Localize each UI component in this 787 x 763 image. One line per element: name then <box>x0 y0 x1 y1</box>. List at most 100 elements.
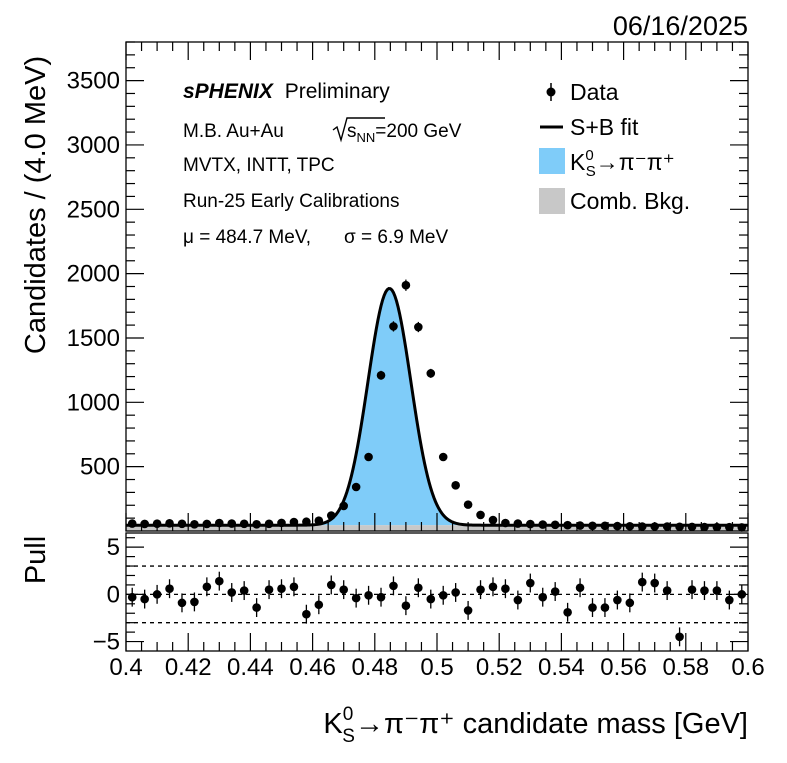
pull-point <box>513 590 523 610</box>
data-point <box>364 452 373 462</box>
annotation-sigma: σ = 6.9 MeV <box>344 227 448 248</box>
pull-point-marker <box>662 586 672 595</box>
pull-point-marker <box>339 585 349 594</box>
annotation-calibration: Run-25 Early Calibrations <box>183 191 400 212</box>
xtick-label: 0.42 <box>165 654 212 681</box>
pull-point <box>165 579 174 599</box>
main-ytick-label: 3500 <box>67 68 120 95</box>
pull-point-marker <box>613 595 622 605</box>
data-point-marker <box>625 521 635 531</box>
main-ytick-label: 1500 <box>67 325 120 352</box>
data-point <box>538 520 548 529</box>
data-point-marker <box>351 482 361 492</box>
data-point <box>190 520 199 529</box>
pull-point-marker <box>239 586 249 595</box>
pull-point-marker <box>227 588 237 597</box>
pull-point-marker <box>563 607 572 617</box>
data-point-marker <box>538 520 548 529</box>
pull-point <box>140 589 149 609</box>
data-point-marker <box>550 520 560 530</box>
pull-point <box>538 587 548 607</box>
data-point-marker <box>227 519 237 528</box>
data-point-marker <box>501 518 510 528</box>
xtick-label: 0.54 <box>538 654 585 681</box>
main-frame <box>125 41 749 532</box>
pull-point <box>202 577 212 597</box>
pull-axes-layer: −5 0 5 0.4 0.42 0.44 0.46 0.48 0.5 0.52 0.54 0.56 0.… <box>93 532 765 681</box>
data-point <box>339 501 349 511</box>
pull-point-marker <box>526 578 535 588</box>
pull-point-marker <box>438 591 448 600</box>
data-point <box>662 522 672 531</box>
pull-point-marker <box>127 592 137 602</box>
data-point-marker <box>314 516 324 526</box>
legend: Data S+B fit K0 S→π⁻π⁺ Comb. Bkg. <box>539 79 690 214</box>
data-point-marker <box>190 520 199 529</box>
data-point <box>438 452 448 462</box>
legend-background-swatch <box>539 188 565 214</box>
pull-point <box>302 604 311 624</box>
data-point-marker <box>438 452 448 462</box>
xtick-label: 0.44 <box>227 654 274 681</box>
ylabel-pull: Pull <box>20 536 52 584</box>
pull-point <box>252 598 261 618</box>
pull-point <box>625 593 635 613</box>
data-point <box>376 370 386 380</box>
pull-point <box>364 585 373 605</box>
pull-point-marker <box>488 582 498 592</box>
pull-point <box>239 581 249 601</box>
data-point-marker <box>127 519 137 528</box>
legend-data-label: Data <box>570 79 619 105</box>
xtick-label: 0.5 <box>420 654 453 681</box>
data-point <box>501 518 510 528</box>
pull-point-marker <box>476 585 485 594</box>
pull-point-marker <box>650 578 659 588</box>
data-point <box>165 518 174 528</box>
experiment-name: sPHENIX <box>183 80 275 103</box>
data-point <box>725 522 734 532</box>
pull-point <box>712 581 722 601</box>
xlabel: K0 S→π⁻π⁺ candidate mass [GeV] <box>323 704 748 747</box>
pull-point <box>351 588 361 608</box>
annotation-experiment: sPHENIX Preliminary <box>183 80 390 103</box>
pull-point-marker <box>376 592 386 602</box>
pull-point <box>264 580 274 600</box>
sqrt-s-subscript: NN <box>357 130 376 145</box>
pull-point-marker <box>389 581 398 591</box>
pull-point-marker <box>588 603 597 612</box>
xtick-label: 0.46 <box>289 654 336 681</box>
data-point <box>463 500 473 509</box>
pull-point-marker <box>451 588 460 597</box>
xtick-label: 0.52 <box>476 654 523 681</box>
annotation-system: M.B. Au+Au <box>183 121 284 142</box>
pull-point <box>501 579 510 599</box>
pull-point <box>339 580 349 600</box>
data-point <box>177 519 187 529</box>
data-point <box>513 519 523 528</box>
data-point-marker <box>687 522 697 532</box>
pull-point <box>526 573 535 593</box>
data-point-marker <box>426 369 436 378</box>
data-point <box>737 523 747 532</box>
legend-signal-label: K0 S→π⁻π⁺ <box>570 147 675 180</box>
main-fill-layer <box>126 288 748 531</box>
xlabel-sup: 0 <box>343 704 354 725</box>
pull-ytick-label: −5 <box>93 629 120 656</box>
pull-point-marker <box>314 600 324 610</box>
pull-point-marker <box>326 580 336 590</box>
pull-point-marker <box>538 592 548 602</box>
annotation-sqrt-s: sNN=200 GeV <box>347 121 462 145</box>
main-fitline-layer <box>126 286 748 527</box>
xlabel-k: K <box>323 708 343 740</box>
pull-point <box>675 627 684 647</box>
data-point-marker <box>252 520 261 529</box>
pull-point <box>190 592 199 612</box>
pull-point <box>600 598 610 618</box>
pull-point-marker <box>202 582 212 592</box>
data-point <box>675 522 684 532</box>
data-point-marker <box>737 523 747 532</box>
sqrt-s-value: =200 GeV <box>375 121 461 142</box>
pull-point <box>588 598 597 618</box>
pull-point <box>376 587 386 607</box>
pull-point-marker <box>401 601 411 610</box>
